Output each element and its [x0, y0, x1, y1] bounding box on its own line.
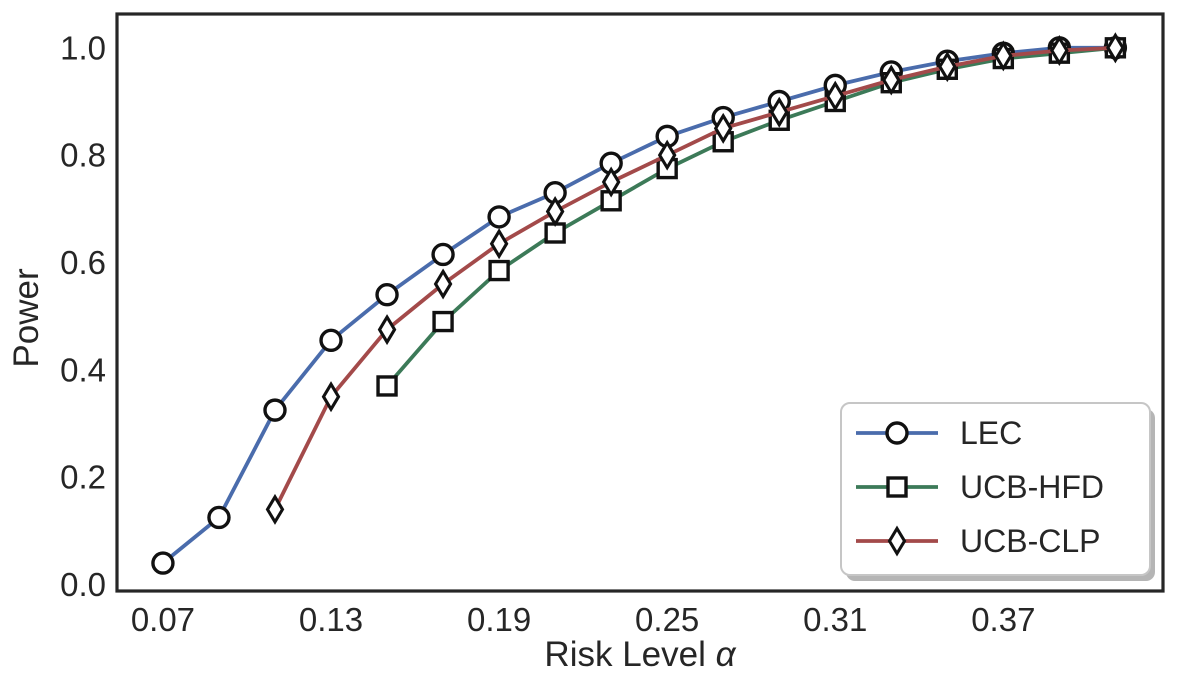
x-tick-label: 0.31	[803, 601, 867, 638]
diamond-marker	[377, 314, 397, 346]
legend-box	[840, 402, 1151, 576]
square-marker	[488, 259, 510, 282]
alpha-symbol: α	[716, 635, 737, 674]
square-marker	[432, 310, 454, 333]
circle-marker	[487, 205, 511, 229]
diamond-marker	[433, 268, 453, 300]
circle-marker	[151, 551, 175, 575]
circle-marker	[207, 505, 231, 530]
circle-marker	[885, 421, 909, 445]
legend-label: LEC	[960, 415, 1022, 451]
plot-border	[115, 12, 1165, 593]
x-axis-label: Risk Level α	[544, 635, 736, 674]
diamond-marker	[769, 96, 789, 128]
y-tick-labels: 0.0 0.2 0.4 0.6 0.8 1.0	[60, 29, 106, 603]
circle-marker	[319, 328, 343, 353]
y-axis-label: Power	[7, 268, 46, 368]
diamond-marker	[825, 80, 845, 112]
legend-entry-lec: LEC	[856, 415, 1022, 451]
y-tick-label: 1.0	[60, 29, 106, 66]
legend-entry-ucb-clp: UCB-CLP	[856, 523, 1100, 559]
x-tick-label: 0.25	[635, 601, 699, 638]
circle-marker	[375, 283, 399, 307]
diamond-marker	[489, 228, 509, 260]
circle-marker	[263, 398, 287, 422]
y-tick-label: 0.4	[60, 351, 106, 388]
series-line	[273, 45, 1118, 512]
diamond-marker	[265, 493, 285, 525]
diamond-marker	[601, 166, 621, 198]
diamond-marker	[881, 64, 901, 96]
diamond-marker	[321, 381, 341, 413]
y-tick-label: 0.0	[60, 566, 106, 603]
diamond-marker	[713, 112, 733, 144]
x-tick-label: 0.19	[467, 601, 531, 638]
x-tick-label: 0.07	[131, 601, 195, 638]
y-tick-label: 0.6	[60, 244, 106, 281]
y-tick-label: 0.2	[60, 459, 106, 496]
diamond-marker	[657, 139, 677, 171]
legend-entry-ucb-hfd: UCB-HFD	[856, 469, 1104, 505]
x-tick-label: 0.37	[971, 601, 1035, 638]
y-tick-label: 0.8	[60, 137, 106, 174]
diamond-marker	[545, 196, 565, 228]
legend-label: UCB-CLP	[960, 523, 1100, 559]
diamond-marker	[1050, 34, 1069, 67]
square-marker	[886, 476, 908, 498]
x-tick-label: 0.13	[299, 601, 363, 638]
diamond-marker	[937, 51, 957, 83]
legend: LEC UCB-HFD UCB-CLP	[840, 402, 1155, 581]
series-layer	[151, 32, 1128, 575]
x-tick-labels: 0.07 0.13 0.19 0.25 0.31 0.37	[131, 601, 1036, 638]
diamond-marker	[887, 525, 907, 557]
diamond-marker	[1106, 32, 1125, 64]
diamond-marker	[994, 40, 1013, 72]
legend-label: UCB-HFD	[960, 469, 1104, 505]
square-marker	[376, 375, 398, 397]
series-ucb-clp	[265, 32, 1125, 525]
circle-marker	[431, 242, 455, 267]
